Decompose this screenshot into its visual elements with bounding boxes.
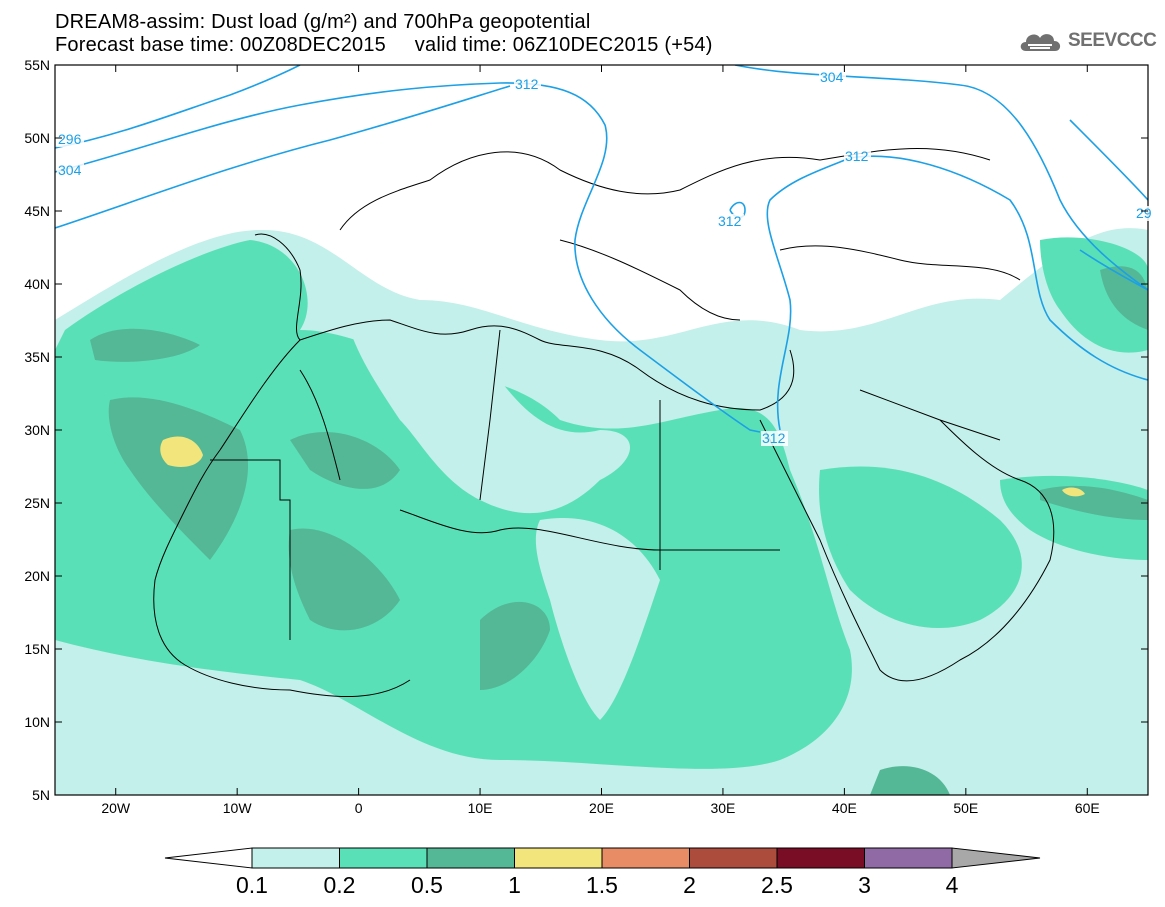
colorbar-swatch	[426, 847, 515, 869]
colorbar-swatch	[514, 847, 603, 869]
colorbar-label: 1	[508, 872, 521, 898]
colorbar-swatch	[601, 847, 690, 869]
colorbar-label: 2.5	[761, 872, 793, 898]
lat-label: 45N	[24, 203, 50, 219]
colorbar-swatch	[251, 847, 340, 869]
contour-label-bg	[761, 431, 788, 446]
contour-label: 312	[515, 76, 539, 92]
contour-label: 304	[58, 162, 82, 178]
colorbar-swatch	[689, 847, 778, 869]
lon-label: 40E	[832, 800, 857, 816]
dust-field	[55, 228, 1148, 795]
contour-label: 312	[718, 213, 742, 229]
contour-label: 296	[58, 131, 82, 147]
contour-label-bg	[57, 132, 84, 147]
lat-label: 30N	[24, 422, 50, 438]
colorbar-label: 2	[683, 872, 696, 898]
map-title: DREAM8-assim: Dust load (g/m²) and 700hP…	[55, 11, 591, 33]
lat-label: 25N	[24, 495, 50, 511]
contour-label: 29	[1136, 205, 1152, 221]
cloud-icon	[1020, 34, 1061, 51]
colorbar-min-arrow	[164, 847, 253, 869]
contour-label: 312	[845, 148, 869, 164]
lat-label: 40N	[24, 276, 50, 292]
colorbar-swatch	[864, 847, 953, 869]
colorbar-label: 4	[946, 872, 959, 898]
logo-text: SEEVCCC	[1068, 30, 1157, 51]
lon-label: 20W	[101, 800, 131, 816]
lat-label: 20N	[24, 568, 50, 584]
contour-label: 304	[820, 69, 844, 85]
lon-label: 30E	[710, 800, 735, 816]
colorbar-swatch	[339, 847, 428, 869]
colorbar-label: 1.5	[586, 872, 618, 898]
lat-label: 15N	[24, 641, 50, 657]
lon-label: 60E	[1075, 800, 1100, 816]
lon-label: 0	[355, 800, 363, 816]
contour-label-bg	[819, 70, 846, 85]
contour-label-bg	[717, 214, 744, 229]
seevccc-logo: SEEVCCC	[1018, 28, 1157, 54]
colorbar-label: 0.1	[236, 872, 268, 898]
lat-label: 55N	[24, 57, 50, 73]
lat-label: 35N	[24, 349, 50, 365]
contour-label-bg	[57, 163, 84, 178]
contour-label-bg	[844, 149, 871, 164]
map-subtitle: Forecast base time: 00Z08DEC2015 valid t…	[55, 34, 713, 56]
lon-label: 10W	[223, 800, 253, 816]
lon-label: 20E	[589, 800, 614, 816]
contour-label-bg	[514, 77, 541, 92]
lat-label: 5N	[32, 787, 50, 803]
lat-label: 10N	[24, 714, 50, 730]
colorbar-label: 3	[858, 872, 871, 898]
contour-label-bg	[1135, 206, 1153, 221]
latitude-axis: 55N 50N 45N 40N 35N 30N 25N 20N 15N 10N 5N	[24, 57, 1148, 803]
colorbar-label: 0.2	[324, 872, 356, 898]
lon-label: 10E	[468, 800, 493, 816]
lon-label: 50E	[953, 800, 978, 816]
colorbar-max-arrow	[951, 847, 1041, 869]
contour-label-group: 296 304 304 312 312 312 312 29	[57, 69, 1153, 446]
colorbar: 0.1 0.2 0.5 1 1.5 2 2.5 3 4	[164, 847, 1041, 898]
contour-label: 312	[762, 430, 786, 446]
colorbar-label: 0.5	[411, 872, 443, 898]
longitude-axis: 20W 10W 0 10E 20E 30E 40E 50E 60E	[101, 65, 1100, 816]
colorbar-swatch	[776, 847, 865, 869]
lat-label: 50N	[24, 130, 50, 146]
